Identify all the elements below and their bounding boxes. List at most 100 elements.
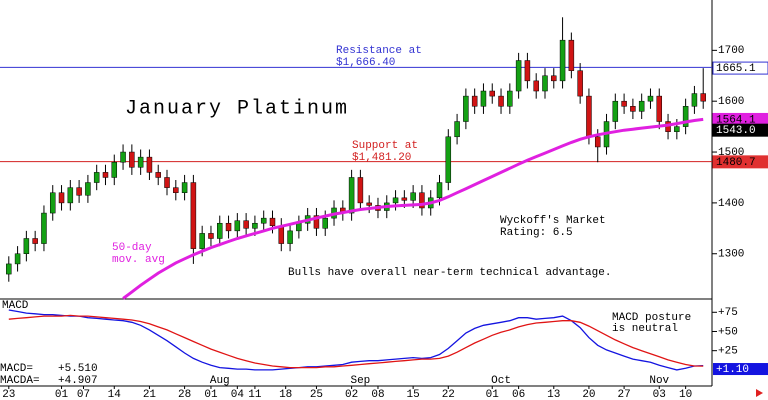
candle-body	[489, 90, 495, 97]
candle-body	[700, 93, 706, 102]
candle-body	[225, 222, 232, 232]
candle-body	[32, 238, 38, 244]
level-label: $1,666.40	[336, 57, 395, 69]
candle-body	[269, 217, 276, 227]
x-tick-label: 04	[231, 389, 245, 400]
level-label: $1,481.20	[352, 152, 411, 164]
annotation: Bulls have overall near-term technical a…	[288, 267, 611, 279]
candle-body	[638, 100, 645, 112]
x-tick-label: 15	[407, 389, 420, 400]
candle-body	[410, 192, 416, 201]
x-tick-label: 27	[617, 389, 630, 400]
candle-body	[674, 126, 680, 132]
x-tick-label: 01	[204, 389, 218, 400]
x-tick-label: 06	[512, 389, 525, 400]
candle-body	[401, 197, 408, 201]
x-tick-label: 23	[2, 389, 15, 400]
x-tick-label: 01	[55, 389, 69, 400]
candle-body	[252, 222, 258, 229]
macd-last-label: +1.10	[716, 364, 749, 376]
ma-label: mov. avg	[112, 254, 165, 266]
candle-body	[217, 222, 223, 239]
macd-y-tick-label: +75	[718, 307, 738, 319]
candle-body	[612, 100, 619, 122]
candle-body	[621, 100, 627, 107]
candle-body	[49, 192, 56, 214]
moving-average	[122, 117, 704, 300]
candle-body	[287, 230, 293, 244]
candle-body	[278, 225, 285, 244]
level-label: Resistance at	[336, 45, 422, 57]
x-tick-label: 02	[345, 389, 358, 400]
candle-body	[533, 80, 539, 92]
month-label: Oct	[491, 375, 511, 387]
candle-body	[243, 220, 249, 229]
annotation: Wyckoff's Market	[500, 215, 606, 227]
candle-body	[173, 187, 179, 193]
candle-body	[691, 93, 698, 107]
price-label: 1480.7	[716, 157, 756, 169]
candle-body	[208, 233, 214, 239]
candle-body	[515, 60, 522, 92]
candle-body	[498, 95, 504, 107]
candle-body	[366, 202, 372, 206]
candle-body	[164, 177, 170, 188]
level-label: Support at	[352, 140, 418, 152]
candle-body	[577, 70, 583, 97]
candle-body	[348, 177, 355, 214]
candle-body	[471, 95, 478, 107]
scroll-arrow[interactable]	[756, 389, 763, 397]
candle-body	[296, 222, 302, 232]
candle-body	[419, 192, 425, 209]
candle-body	[436, 182, 443, 199]
x-tick-label: 25	[310, 389, 323, 400]
candle-body	[586, 95, 592, 138]
candle-body	[682, 106, 689, 127]
macd-line	[8, 314, 704, 369]
x-tick-label: 20	[582, 389, 595, 400]
macd-readout-value: +4.907	[58, 375, 98, 387]
price-label: 1543.0	[716, 125, 756, 137]
candle-body	[14, 253, 21, 265]
candle-body	[93, 172, 100, 183]
candle-body	[102, 172, 109, 178]
candle-body	[41, 212, 47, 244]
price-label-box	[712, 61, 768, 75]
candle-body	[559, 39, 566, 82]
candle-body	[630, 106, 636, 112]
candle-body	[392, 197, 399, 204]
candle-body	[313, 215, 320, 229]
price-label-box	[712, 155, 768, 169]
price-label: 1665.1	[716, 63, 756, 75]
candle-body	[85, 182, 91, 196]
macd-readout-name: MACDA=	[0, 375, 40, 387]
chart-title: January Platinum	[125, 97, 349, 120]
x-tick-label: 13	[547, 389, 560, 400]
x-tick-label: 22	[442, 389, 455, 400]
y-tick-label: 1600	[718, 96, 744, 108]
candle-body	[542, 75, 548, 92]
candle-body	[190, 182, 197, 249]
x-tick-label: 14	[108, 389, 122, 400]
macd-last-box	[713, 363, 768, 376]
candle-body	[234, 220, 241, 232]
candle-body	[146, 156, 153, 173]
macd-readout-value: +5.510	[58, 363, 98, 375]
macd-y-tick-label: +50	[718, 326, 738, 338]
candle-body	[357, 177, 364, 204]
price-label: 1564.1	[716, 114, 756, 126]
candle-body	[181, 182, 188, 193]
candle-body	[155, 172, 161, 178]
macd-note: MACD posture	[612, 312, 691, 324]
x-tick-label: 28	[178, 389, 191, 400]
candle-body	[647, 95, 654, 102]
candle-body	[568, 39, 575, 71]
macd-y-tick-label: +25	[718, 346, 738, 358]
x-tick-label: 01	[486, 389, 500, 400]
candle-body	[480, 90, 487, 107]
x-tick-label: 07	[77, 389, 90, 400]
x-tick-label: 03	[653, 389, 666, 400]
candle-body	[445, 136, 452, 183]
